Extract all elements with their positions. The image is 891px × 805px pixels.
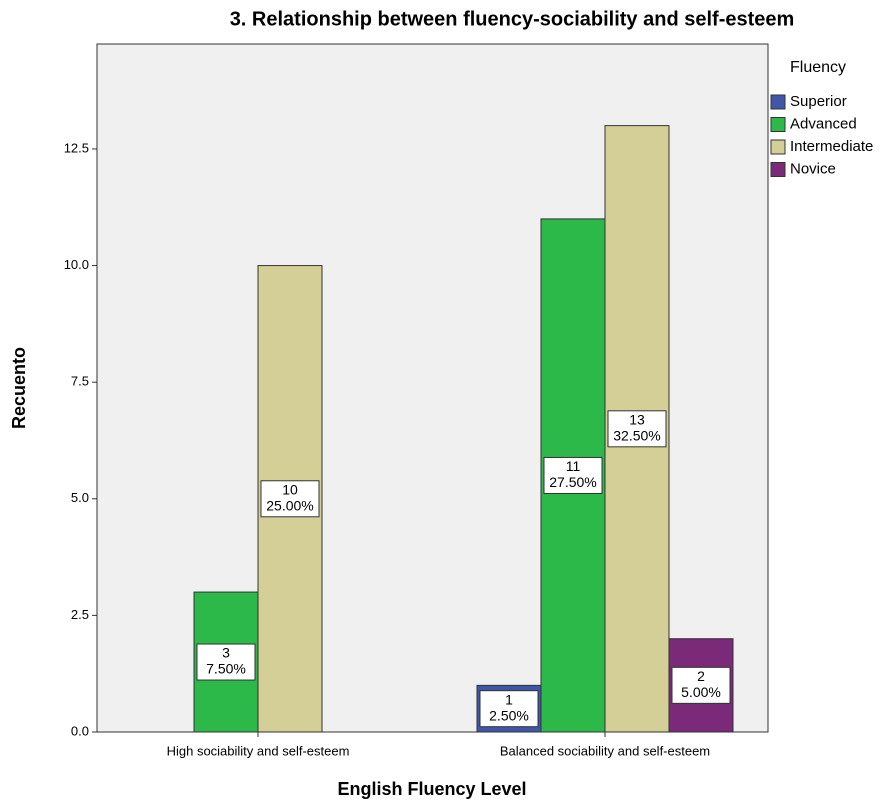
data-label-percent: 2.50% bbox=[489, 707, 529, 723]
legend-title: Fluency bbox=[790, 59, 846, 76]
data-label: 11 bbox=[566, 458, 581, 474]
legend-swatch bbox=[770, 162, 786, 177]
chart-title: 3. Relationship between fluency-sociabil… bbox=[230, 8, 795, 30]
data-label-box bbox=[479, 690, 539, 728]
data-label-percent: 7.50% bbox=[206, 661, 246, 677]
data-label-percent: 32.50% bbox=[613, 428, 660, 444]
legend-swatch bbox=[770, 94, 786, 110]
data-label-box bbox=[196, 643, 256, 681]
y-tick-label: 5.0 bbox=[71, 490, 89, 505]
data-label: 3 bbox=[222, 645, 230, 661]
data-label: 1 bbox=[505, 691, 513, 707]
x-tick-label: High sociability and self-esteem bbox=[167, 743, 350, 758]
data-label: 10 bbox=[282, 481, 298, 497]
legend-swatch bbox=[770, 117, 786, 132]
data-label-box bbox=[607, 410, 667, 448]
data-label: 13 bbox=[629, 412, 645, 428]
data-label-percent: 27.50% bbox=[549, 474, 596, 490]
data-label-box bbox=[671, 666, 731, 704]
data-label-percent: 5.00% bbox=[681, 684, 721, 700]
data-label-box bbox=[260, 480, 320, 518]
legend-swatch bbox=[770, 139, 786, 155]
y-tick-label: 2.5 bbox=[71, 607, 89, 622]
data-label: 2 bbox=[697, 668, 705, 684]
legend-label: Novice bbox=[790, 160, 836, 177]
x-axis-label: English Fluency Level bbox=[337, 779, 526, 799]
data-label-percent: 25.00% bbox=[266, 497, 313, 513]
y-tick-label: 7.5 bbox=[71, 374, 89, 389]
y-tick-label: 12.5 bbox=[64, 140, 89, 155]
x-tick-label: Balanced sociability and self-esteem bbox=[500, 743, 710, 758]
y-axis-label: Recuento bbox=[9, 347, 29, 429]
y-tick-label: 0.0 bbox=[71, 723, 89, 738]
legend-label: Superior bbox=[790, 93, 847, 110]
legend-label: Intermediate bbox=[790, 138, 873, 155]
data-label-box bbox=[543, 456, 603, 494]
legend-label: Advanced bbox=[790, 115, 857, 132]
y-tick-label: 10.0 bbox=[64, 257, 89, 272]
